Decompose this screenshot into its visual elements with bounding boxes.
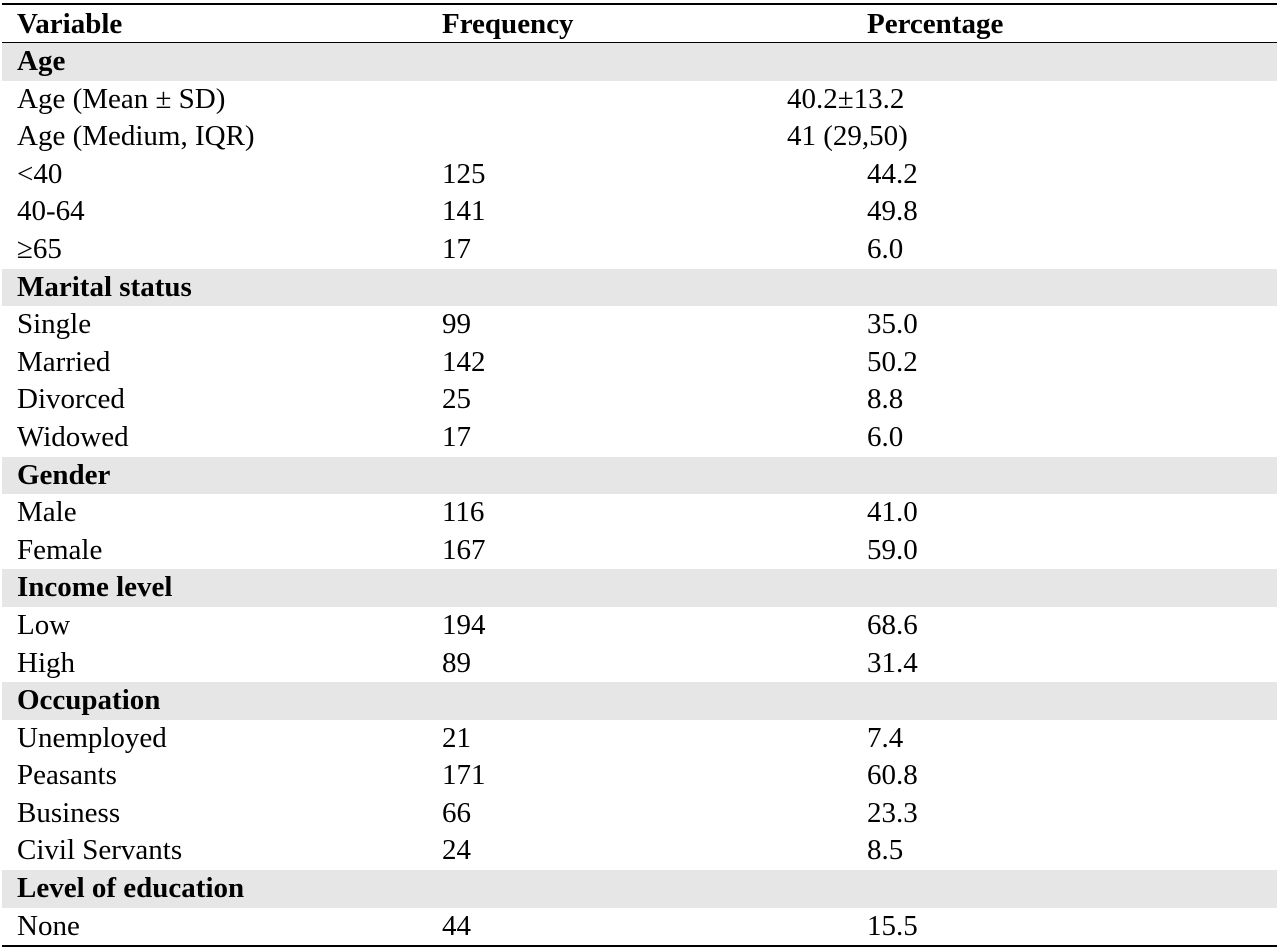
percentage-cell: 68.6 — [867, 608, 918, 641]
percentage-cell: 8.8 — [867, 383, 904, 416]
percentage-cell: 50.2 — [867, 345, 918, 378]
group-label: Level of education — [17, 872, 245, 905]
frequency-cell: 89 — [442, 646, 471, 679]
variable-cell: Male — [17, 496, 77, 529]
variable-cell: Female — [17, 533, 103, 566]
group-label: Age — [17, 45, 66, 77]
group-label: Occupation — [17, 684, 161, 717]
percentage-cell: 44.2 — [867, 157, 918, 190]
percentage-cell: 49.8 — [867, 195, 918, 228]
frequency-cell: 24 — [442, 834, 471, 867]
variable-cell: Married — [17, 345, 111, 378]
frequency-cell: 142 — [442, 345, 486, 378]
frequency-cell: 171 — [442, 759, 486, 792]
frequency-cell: 99 — [442, 308, 471, 341]
frequency-cell: 44 — [442, 909, 471, 942]
table-row: Business 66 23.3 — [2, 795, 1277, 833]
percentage-cell: 7.4 — [867, 721, 904, 754]
table-header-row: Variable Frequency Percentage — [2, 5, 1277, 43]
frequency-cell: 17 — [442, 420, 471, 453]
variable-cell: Single — [17, 308, 92, 341]
variable-cell: Peasants — [17, 759, 117, 792]
group-header-row: Marital status — [2, 268, 1277, 307]
table-row: Age (Medium, IQR) 41 (29,50) — [2, 118, 1277, 156]
table-row: Unemployed 21 7.4 — [2, 720, 1277, 758]
group-header-row: Level of education — [2, 870, 1277, 908]
percentage-cell: 40.2±13.2 — [787, 82, 905, 115]
table-row: Low 194 68.6 — [2, 607, 1277, 645]
group-header-row: Gender — [2, 456, 1277, 495]
group-header-row: Income level — [2, 569, 1277, 607]
variable-cell: Unemployed — [17, 721, 167, 754]
variable-cell: Widowed — [17, 420, 129, 453]
percentage-cell: 6.0 — [867, 232, 904, 265]
percentage-cell: 41.0 — [867, 496, 918, 529]
table-row: 40-64 141 49.8 — [2, 193, 1277, 231]
percentage-cell: 31.4 — [867, 646, 918, 679]
frequency-cell: 167 — [442, 533, 486, 566]
percentage-cell: 59.0 — [867, 533, 918, 566]
variable-cell: ≥65 — [17, 232, 62, 265]
frequency-cell: 17 — [442, 232, 471, 265]
variable-cell: Age (Mean ± SD) — [17, 82, 226, 115]
percentage-cell: 41 (29,50) — [787, 120, 908, 153]
variable-cell: 40-64 — [17, 195, 85, 228]
variable-cell: <40 — [17, 157, 63, 190]
table-row: Male 116 41.0 — [2, 494, 1277, 532]
table-row: Female 167 59.0 — [2, 532, 1277, 570]
header-percentage: Percentage — [867, 8, 1004, 40]
frequency-cell: 66 — [442, 796, 471, 829]
variable-cell: Divorced — [17, 383, 125, 416]
frequency-cell: 116 — [442, 496, 485, 529]
table-row: Civil Servants 24 8.5 — [2, 832, 1277, 870]
header-frequency: Frequency — [442, 8, 574, 40]
table-row: <40 125 44.2 — [2, 156, 1277, 194]
percentage-cell: 8.5 — [867, 834, 904, 867]
group-header-row: Occupation — [2, 682, 1277, 720]
table-row: Peasants 171 60.8 — [2, 757, 1277, 795]
percentage-cell: 15.5 — [867, 909, 918, 942]
table-row: High 89 31.4 — [2, 645, 1277, 683]
variable-cell: None — [17, 909, 80, 942]
group-label: Gender — [17, 458, 111, 491]
table-row: Widowed 17 6.0 — [2, 419, 1277, 457]
header-variable: Variable — [17, 8, 123, 40]
frequency-cell: 194 — [442, 608, 486, 641]
variable-cell: Low — [17, 608, 71, 641]
group-header-row: Age — [2, 43, 1277, 81]
variable-cell: Civil Servants — [17, 834, 183, 867]
variable-cell: Business — [17, 796, 121, 829]
table-row: None 44 15.5 — [2, 908, 1277, 946]
percentage-cell: 23.3 — [867, 796, 918, 829]
percentage-cell: 60.8 — [867, 759, 918, 792]
frequency-cell: 141 — [442, 195, 486, 228]
group-label: Marital status — [17, 270, 192, 303]
frequency-cell: 25 — [442, 383, 471, 416]
variable-cell: Age (Medium, IQR) — [17, 120, 255, 153]
demographics-table: Variable Frequency Percentage Age Age (Me… — [2, 3, 1277, 948]
variable-cell: High — [17, 646, 75, 679]
table-row: ≥65 17 6.0 — [2, 231, 1277, 269]
table-body: Age Age (Mean ± SD) 40.2±13.2 Age (Medium, … — [2, 43, 1277, 945]
group-label: Income level — [17, 571, 173, 604]
table-row: Age (Mean ± SD) 40.2±13.2 — [2, 81, 1277, 119]
percentage-cell: 35.0 — [867, 308, 918, 341]
frequency-cell: 125 — [442, 157, 486, 190]
percentage-cell: 6.0 — [867, 420, 904, 453]
table-row: Single 99 35.0 — [2, 306, 1277, 344]
table-row: Divorced 25 8.8 — [2, 381, 1277, 419]
frequency-cell: 21 — [442, 721, 471, 754]
table-row: Married 142 50.2 — [2, 344, 1277, 382]
